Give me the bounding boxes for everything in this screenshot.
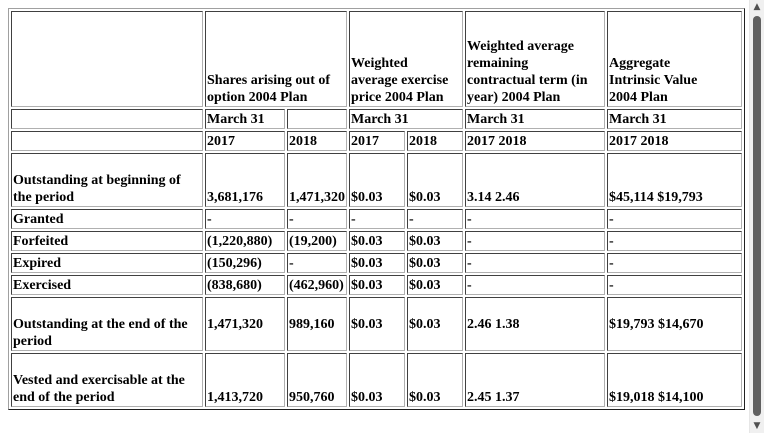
cell-price-2018: $0.03: [407, 153, 463, 207]
row-label: Expired: [11, 253, 203, 273]
table-row: Outstanding at the end of the period 1,4…: [11, 297, 742, 351]
cell-shares-2017: 1,471,320: [205, 297, 285, 351]
cell-term: 2.45 1.37: [465, 353, 605, 407]
cell-price-2017: $0.03: [349, 353, 405, 407]
cell-shares-2018: -: [287, 209, 347, 229]
row-label: Outstanding at beginning of the period: [11, 153, 203, 207]
cell-value: $19,793 $14,670: [607, 297, 742, 351]
price-year-2017: 2017: [349, 131, 405, 151]
cell-price-2017: $0.03: [349, 297, 405, 351]
cell-shares-2018: 950,760: [287, 353, 347, 407]
cell-term: 3.14 2.46: [465, 153, 605, 207]
shares-year-2018: 2018: [287, 131, 347, 151]
cell-shares-2018: 1,471,320: [287, 153, 347, 207]
price-year-2018: 2018: [407, 131, 463, 151]
row-label: Outstanding at the end of the period: [11, 297, 203, 351]
cell-value: -: [607, 209, 742, 229]
march-blank-cell: [11, 109, 203, 129]
term-years: 2017 2018: [465, 131, 605, 151]
header-contractual-term: Weighted average remaining contractual t…: [465, 11, 605, 107]
cell-price-2018: -: [407, 209, 463, 229]
term-march31: March 31: [465, 109, 605, 129]
cell-shares-2017: 1,413,720: [205, 353, 285, 407]
shares-year-2017: 2017: [205, 131, 285, 151]
cell-shares-2017: (838,680): [205, 275, 285, 295]
header-row-march: March 31 March 31 March 31 March 31: [11, 109, 742, 129]
cell-shares-2018: -: [287, 253, 347, 273]
header-row-years: 2017 2018 2017 2018 2017 2018 2017 2018: [11, 131, 742, 151]
cell-price-2018: $0.03: [407, 297, 463, 351]
header-row-titles: Shares arising out of option 2004 Plan W…: [11, 11, 742, 107]
shares-march-empty: [287, 109, 347, 129]
cell-term: -: [465, 231, 605, 251]
header-shares: Shares arising out of option 2004 Plan: [205, 11, 347, 107]
cell-shares-2017: 3,681,176: [205, 153, 285, 207]
cell-shares-2018: 989,160: [287, 297, 347, 351]
cell-shares-2017: (150,296): [205, 253, 285, 273]
cell-price-2017: $0.03: [349, 153, 405, 207]
table-row: Expired (150,296) - $0.03 $0.03 - -: [11, 253, 742, 273]
value-march31: March 31: [607, 109, 742, 129]
table-row: Forfeited (1,220,880) (19,200) $0.03 $0.…: [11, 231, 742, 251]
table-row: Exercised (838,680) (462,960) $0.03 $0.0…: [11, 275, 742, 295]
years-blank-cell: [11, 131, 203, 151]
price-march31: March 31: [349, 109, 463, 129]
header-exercise-price: Weighted average exercise price 2004 Pla…: [349, 11, 463, 107]
table-row: Vested and exercisable at the end of the…: [11, 353, 742, 407]
cell-value: -: [607, 253, 742, 273]
cell-price-2017: $0.03: [349, 231, 405, 251]
cell-value: -: [607, 231, 742, 251]
cell-term: -: [465, 253, 605, 273]
row-label: Vested and exercisable at the end of the…: [11, 353, 203, 407]
cell-term: 2.46 1.38: [465, 297, 605, 351]
cell-price-2018: $0.03: [407, 275, 463, 295]
row-label: Granted: [11, 209, 203, 229]
value-years: 2017 2018: [607, 131, 742, 151]
vertical-scrollbar[interactable]: ▲ ▼: [749, 0, 764, 433]
cell-price-2017: $0.03: [349, 275, 405, 295]
scrollbar-thumb[interactable]: [753, 16, 761, 416]
stock-options-table: Shares arising out of option 2004 Plan W…: [8, 8, 745, 410]
row-label: Exercised: [11, 275, 203, 295]
cell-price-2018: $0.03: [407, 231, 463, 251]
triangle-down-icon[interactable]: ▼: [753, 421, 761, 431]
cell-value: -: [607, 275, 742, 295]
cell-shares-2018: (462,960): [287, 275, 347, 295]
cell-shares-2017: -: [205, 209, 285, 229]
cell-shares-2017: (1,220,880): [205, 231, 285, 251]
shares-march31: March 31: [205, 109, 285, 129]
table-row: Outstanding at beginning of the period 3…: [11, 153, 742, 207]
triangle-up-icon[interactable]: ▲: [753, 2, 761, 12]
cell-term: -: [465, 209, 605, 229]
cell-shares-2018: (19,200): [287, 231, 347, 251]
cell-value: $45,114 $19,793: [607, 153, 742, 207]
header-intrinsic-value: Aggregate Intrinsic Value 2004 Plan: [607, 11, 742, 107]
header-blank-cell: [11, 11, 203, 107]
cell-term: -: [465, 275, 605, 295]
cell-price-2017: $0.03: [349, 253, 405, 273]
cell-price-2018: $0.03: [407, 353, 463, 407]
row-label: Forfeited: [11, 231, 203, 251]
cell-price-2018: $0.03: [407, 253, 463, 273]
cell-value: $19,018 $14,100: [607, 353, 742, 407]
table-row: Granted - - - - - -: [11, 209, 742, 229]
cell-price-2017: -: [349, 209, 405, 229]
